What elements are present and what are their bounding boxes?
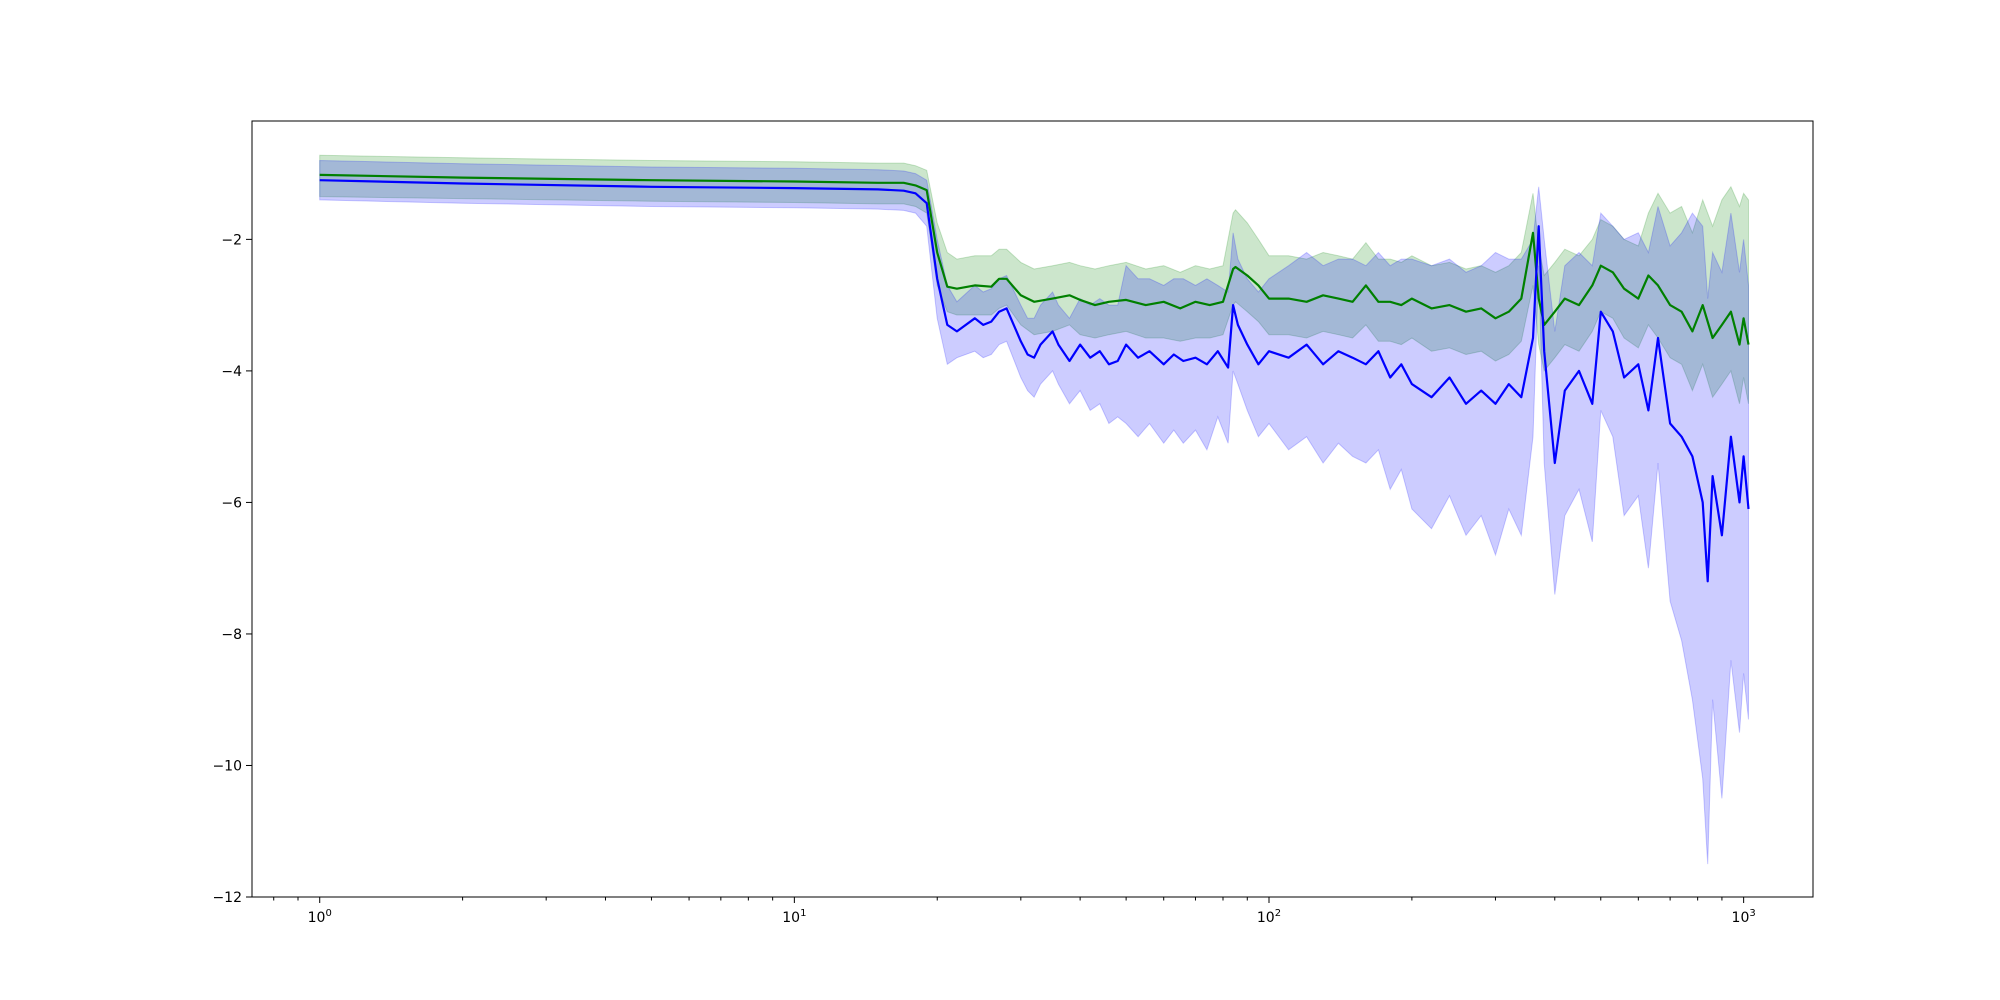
- y-tick-label: −10: [212, 758, 242, 774]
- y-tick-label: −8: [221, 627, 242, 643]
- y-tick-label: −6: [221, 495, 242, 511]
- x-tick-label: 103: [1732, 908, 1756, 926]
- series-2-line: [319, 179, 1750, 583]
- series-lines: [319, 173, 1750, 583]
- series-2-band: [319, 159, 1749, 865]
- confidence-bands: [319, 154, 1749, 865]
- series-1-line: [319, 173, 1750, 346]
- x-tick-label: 102: [1257, 908, 1281, 926]
- x-axis: 100 101 102 103: [273, 897, 1756, 926]
- y-axis: −2 −4 −6 −8 −10 −12: [212, 232, 252, 906]
- series-1-band: [319, 154, 1749, 404]
- x-tick-label: 101: [782, 908, 806, 926]
- plot-frame: [251, 120, 1814, 898]
- y-tick-label: −2: [221, 232, 242, 248]
- y-tick-label: −4: [221, 364, 242, 380]
- x-tick-label: 100: [308, 908, 332, 926]
- y-tick-label: −12: [212, 890, 242, 906]
